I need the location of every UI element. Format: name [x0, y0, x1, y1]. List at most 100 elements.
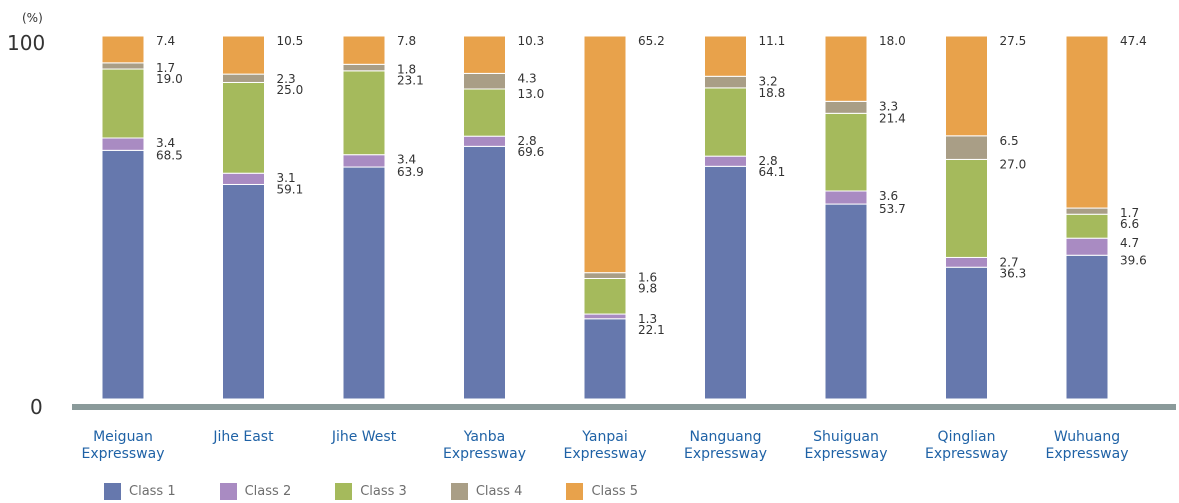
legend-item: Class 1: [104, 482, 176, 500]
bar-segment: [101, 149, 145, 400]
value-label: 47.4: [1120, 34, 1147, 48]
bar-segment: [945, 158, 988, 258]
bar-segment: [222, 172, 265, 185]
value-label: 4.3: [518, 71, 537, 85]
value-label: 1.3: [638, 312, 657, 326]
bar-segment: [342, 70, 386, 156]
value-label: 69.6: [518, 145, 545, 159]
value-label: 9.8: [638, 282, 657, 296]
bar-segment: [824, 112, 868, 192]
value-label: 11.1: [759, 34, 786, 48]
category-label: Jihe West: [331, 429, 397, 445]
bar-segment: [824, 35, 868, 102]
category-label: Yanba: [463, 429, 506, 445]
category-label: Qinglian: [938, 429, 996, 445]
value-label: 68.5: [156, 148, 183, 162]
stacked-bar-chart: (%) 100 0 7.41.719.03.468.510.52.325.03.…: [7, 11, 1176, 462]
bar-segment: [1065, 237, 1109, 256]
value-label: 19.0: [156, 72, 183, 86]
value-label: 3.4: [397, 153, 416, 167]
category-label: Expressway: [1046, 446, 1129, 462]
legend-label: Class 4: [475, 483, 523, 499]
value-label: 7.4: [156, 34, 175, 48]
value-label: 3.1: [277, 171, 296, 185]
legend-swatch: [104, 482, 121, 500]
bar-segment: [583, 313, 627, 320]
value-label: 3.3: [879, 99, 898, 113]
category-label: Expressway: [684, 446, 767, 462]
bar-segment: [945, 35, 988, 137]
category-label: Yanpai: [581, 429, 627, 445]
bar-segment: [463, 88, 506, 137]
value-label: 2.8: [518, 134, 537, 148]
bar-segment: [583, 35, 627, 274]
bar-segment: [463, 72, 506, 90]
value-label: 25.0: [277, 83, 304, 97]
bar-segment: [824, 190, 868, 205]
bar-segment: [704, 87, 747, 157]
legend-swatch: [566, 482, 584, 500]
legend-item: Class 3: [335, 482, 407, 500]
bar-segment: [1065, 35, 1109, 209]
bar-segment: [583, 277, 627, 315]
value-label: 1.7: [156, 61, 175, 75]
value-label: 23.1: [397, 73, 424, 87]
legend-item: Class 2: [219, 482, 292, 500]
value-label: 64.1: [759, 165, 786, 179]
bar-segment: [101, 62, 145, 70]
bar-segment: [101, 68, 145, 139]
value-label: 1.6: [638, 271, 657, 285]
bar-segment: [342, 154, 386, 168]
value-label: 4.7: [1120, 236, 1139, 250]
value-label: 63.9: [397, 165, 424, 179]
bar-segment: [583, 318, 627, 400]
category-label: Meiguan: [93, 429, 153, 445]
bar-segment: [101, 137, 145, 151]
value-label: 27.0: [1000, 157, 1027, 171]
x-axis-line: [72, 404, 1176, 410]
category-label: Expressway: [564, 446, 647, 462]
bar-segment: [222, 81, 265, 174]
bar-segment: [1065, 254, 1109, 400]
value-label: 3.4: [156, 136, 175, 150]
value-label: 2.8: [759, 154, 778, 168]
legend: Class 1 Class 2 Class 3 Class 4 Class 5: [104, 481, 682, 501]
value-label: 6.5: [1000, 134, 1019, 148]
value-label: 1.7: [1120, 206, 1139, 220]
bar-segment: [945, 256, 988, 268]
y-tick-max: 100: [7, 31, 45, 55]
legend-swatch: [450, 482, 468, 500]
value-label: 1.8: [397, 62, 416, 76]
bar-segment: [1065, 213, 1109, 239]
legend-label: Class 2: [244, 483, 292, 499]
value-label: 36.3: [1000, 266, 1027, 280]
bar-segment: [342, 63, 386, 72]
legend-label: Class 5: [591, 483, 639, 499]
bar-segment: [583, 272, 627, 279]
value-label: 22.1: [638, 323, 665, 337]
legend-swatch: [335, 482, 353, 500]
category-label: Expressway: [443, 446, 526, 462]
value-label: 53.7: [879, 202, 906, 216]
bar-segment: [824, 203, 868, 400]
legend-label: Class 1: [129, 483, 176, 499]
bar-segment: [463, 135, 506, 147]
value-label: 21.4: [879, 111, 906, 125]
legend-item: Class 4: [450, 482, 523, 500]
value-label: 13.0: [518, 87, 545, 101]
value-label: 7.8: [397, 34, 416, 48]
bar-segment: [463, 35, 506, 74]
bar-segment: [704, 35, 747, 77]
bar-segment: [824, 100, 868, 114]
value-label: 65.2: [638, 34, 665, 48]
bar-segment: [222, 73, 265, 83]
value-label: 3.2: [759, 74, 778, 88]
category-label: Nanguang: [689, 429, 761, 445]
bar-segment: [101, 35, 145, 64]
bar-segment: [222, 35, 265, 75]
bar-segment: [704, 155, 747, 167]
bar-segment: [704, 165, 747, 400]
bar-segment: [1065, 207, 1109, 215]
bar-segment: [463, 145, 506, 400]
value-label: 39.6: [1120, 253, 1147, 267]
